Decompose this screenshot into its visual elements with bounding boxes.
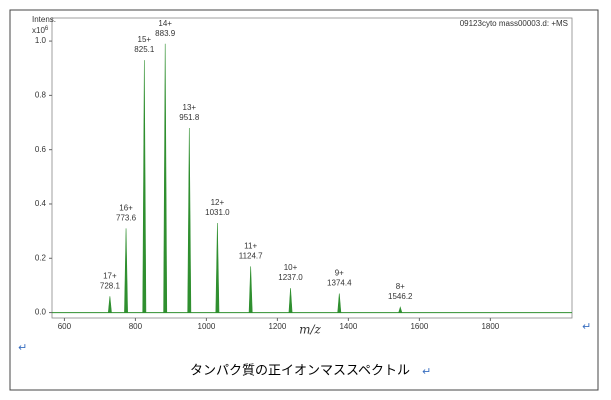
x-axis-label: m/z [299,323,321,337]
peak [288,288,293,313]
y-scale: x106 [32,26,49,36]
paragraph-mark: ↵ [18,342,27,354]
y-tick-label: 1.0 [35,36,47,45]
x-tick-label: 1400 [339,322,357,331]
peak-mz-label: 1546.2 [388,292,413,301]
peak-mz-label: 1237.0 [278,273,303,282]
plot-frame [51,17,573,319]
peak [187,127,192,313]
peak [337,293,342,313]
peak-mz-label: 1031.0 [205,208,230,217]
peak-charge-label: 14+ [158,19,172,28]
x-tick-label: 600 [58,322,72,331]
peak-charge-label: 11+ [244,242,257,251]
peak [142,60,147,313]
peak-mz-label: 1124.7 [239,252,263,261]
peak-charge-label: 13+ [183,103,197,112]
document-frame [9,9,599,391]
peak [215,222,220,313]
x-tick-label: 1000 [198,322,216,331]
peak-charge-label: 9+ [335,269,344,278]
peak-charge-label: 16+ [119,204,133,213]
peak-charge-label: 17+ [103,271,117,280]
peak-mz-label: 1374.4 [327,279,352,288]
y-tick-label: 0.8 [35,90,47,99]
paragraph-mark: ↵ [422,366,431,378]
caption: タンパク質の正イオンマススペクトル [190,364,410,379]
peak-mz-label: 825.1 [134,45,155,54]
peak-mz-label: 951.8 [179,113,200,122]
spectrum-header: 09123cyto mass00003.d: +MS [460,19,568,28]
x-tick-label: 1800 [481,322,499,331]
peak-mz-label: 773.6 [116,214,137,223]
y-tick-label: 0.4 [35,199,47,208]
peak-mz-label: 728.1 [100,281,121,290]
x-tick-label: 800 [129,322,143,331]
peak-charge-label: 12+ [211,198,225,207]
peak [124,228,128,313]
peak-charge-label: 15+ [138,35,152,44]
paragraph-mark: ↵ [582,321,591,333]
peak-charge-label: 10+ [284,263,298,272]
peak [163,43,168,313]
x-tick-label: 1200 [268,322,286,331]
y-tick-label: 0.0 [35,308,47,317]
y-axis-label: Intens. [32,15,56,24]
x-tick-label: 1600 [410,322,428,331]
peak [248,266,253,313]
peak-charge-label: 8+ [396,282,405,291]
peak [107,296,112,313]
y-tick-label: 0.2 [35,253,47,262]
peak [398,306,403,313]
y-tick-label: 0.6 [35,145,47,154]
y-scale-base: x10 [32,26,45,35]
y-scale-exponent: 6 [45,26,49,32]
peak-mz-label: 883.9 [155,29,176,38]
